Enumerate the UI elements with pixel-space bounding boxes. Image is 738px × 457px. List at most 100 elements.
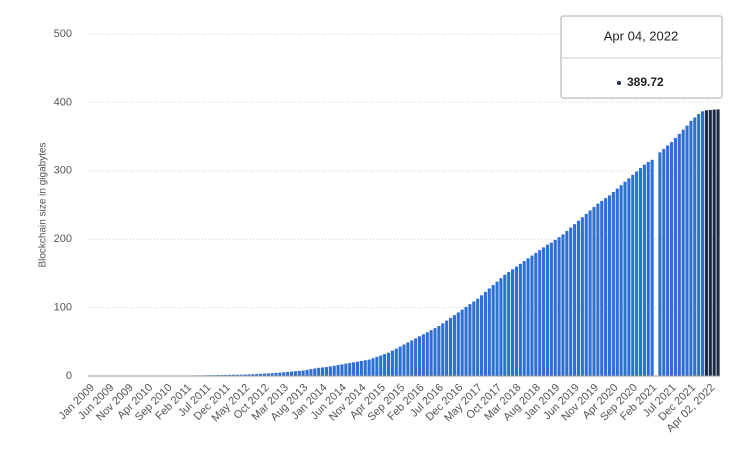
- bar: [255, 374, 259, 376]
- bar: [576, 220, 581, 376]
- bar: [503, 274, 507, 376]
- bar: [495, 281, 499, 376]
- bar: [534, 252, 538, 376]
- y-tick-label: 500: [54, 28, 72, 40]
- bar: [421, 334, 425, 376]
- bar: [538, 250, 542, 376]
- bar: [227, 374, 232, 376]
- bar: [414, 338, 418, 376]
- bar: [635, 171, 639, 376]
- bar: [673, 137, 677, 376]
- bar: [371, 358, 375, 376]
- bar: [224, 374, 228, 376]
- bar: [658, 152, 662, 376]
- bar: [251, 374, 255, 376]
- bar: [631, 174, 635, 376]
- bar: [708, 109, 712, 376]
- bar: [394, 348, 398, 376]
- bar: [565, 230, 569, 376]
- y-tick-label: 100: [54, 302, 72, 314]
- bar: [355, 361, 360, 376]
- bar: [247, 374, 251, 376]
- bar: [386, 352, 391, 376]
- bar: [282, 372, 286, 376]
- bar: [476, 298, 480, 376]
- bar: [584, 213, 588, 376]
- bar: [569, 227, 573, 376]
- bar: [557, 237, 561, 376]
- bar: [549, 242, 553, 376]
- bar: [592, 207, 596, 376]
- bar: [456, 312, 460, 376]
- tooltip: Apr 04, 2022 389.72: [560, 15, 723, 99]
- bar: [642, 164, 646, 376]
- bar: [666, 145, 670, 376]
- bar: [716, 109, 720, 376]
- bar: [231, 374, 235, 376]
- y-tick-label: 400: [54, 96, 72, 108]
- bar: [390, 350, 394, 376]
- bar: [526, 258, 530, 376]
- bar: [406, 342, 410, 376]
- bar: [452, 315, 456, 376]
- bar: [472, 301, 476, 376]
- tooltip-dot: [617, 81, 621, 85]
- bar: [507, 272, 511, 376]
- bar: [324, 367, 329, 376]
- bar: [542, 247, 546, 376]
- bar: [344, 363, 348, 376]
- bar: [313, 368, 317, 376]
- bar: [619, 185, 623, 376]
- bar: [669, 142, 674, 376]
- bar: [588, 210, 592, 376]
- bar: [491, 285, 495, 376]
- bar: [262, 373, 266, 376]
- bar: [685, 125, 689, 376]
- bar: [336, 365, 340, 376]
- bar: [321, 367, 325, 376]
- bar: [479, 295, 484, 376]
- bar: [483, 291, 487, 376]
- bar: [270, 373, 274, 376]
- bar: [693, 117, 697, 376]
- bar: [530, 255, 534, 376]
- bar: [580, 217, 584, 376]
- bar: [417, 336, 422, 376]
- bar: [297, 370, 301, 376]
- bar: [468, 304, 472, 376]
- tooltip-box: [560, 15, 723, 99]
- bar: [375, 356, 379, 376]
- bar: [615, 188, 619, 376]
- bar: [697, 114, 701, 376]
- bar: [402, 344, 406, 376]
- y-tick-label: 0: [66, 370, 72, 382]
- bar: [243, 374, 247, 376]
- bar: [681, 129, 685, 376]
- bar: [464, 306, 468, 376]
- bar: [448, 317, 453, 376]
- y-tick-label: 200: [54, 233, 72, 245]
- bar: [437, 326, 441, 376]
- bar: [293, 371, 297, 376]
- bar: [441, 323, 445, 376]
- bar: [604, 198, 608, 376]
- bar: [239, 374, 243, 376]
- bar: [677, 133, 681, 376]
- bar: [573, 224, 577, 376]
- tooltip-value: 389.72: [627, 75, 664, 89]
- bar: [410, 340, 414, 376]
- bar: [545, 244, 550, 376]
- bar: [367, 359, 371, 376]
- bar: [266, 373, 270, 376]
- tooltip-label: Apr 04, 2022: [604, 28, 678, 43]
- bar: [425, 332, 429, 376]
- bar: [352, 362, 356, 376]
- bar: [317, 367, 321, 376]
- bar: [561, 234, 565, 376]
- y-axis-label: Blockchain size in gigabytes: [38, 142, 49, 267]
- bar: [433, 328, 437, 376]
- bar: [704, 110, 708, 377]
- bar: [383, 354, 387, 376]
- y-tick-label: 300: [54, 165, 72, 177]
